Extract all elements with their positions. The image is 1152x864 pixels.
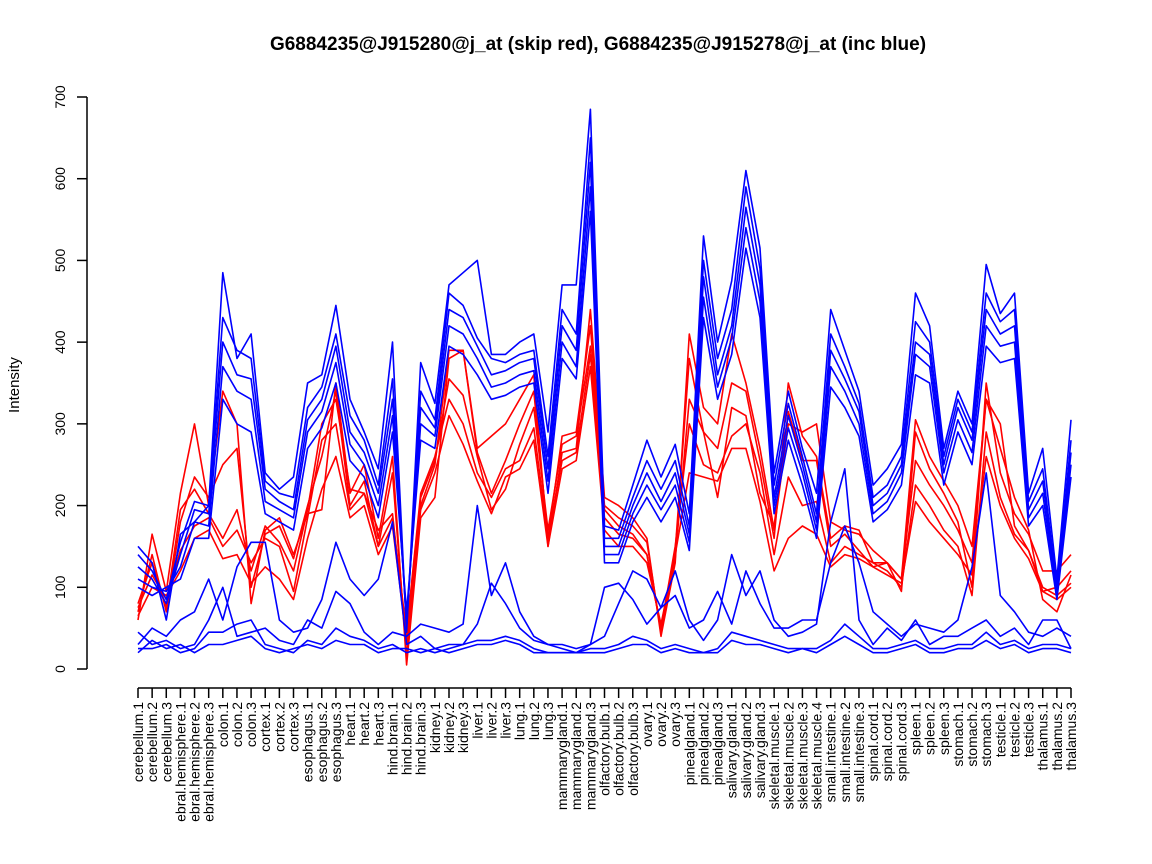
x-tick-label: spleen.2	[922, 702, 938, 755]
x-tick-label: cortex.2	[271, 702, 287, 752]
x-tick-label: pinealgland.3	[710, 702, 726, 786]
x-tick-label: testicle.2	[1006, 702, 1022, 757]
x-tick-label: ebral.hemisphere.3	[201, 702, 217, 822]
y-tick-label: 700	[52, 85, 68, 109]
x-tick-label: lung.1	[512, 702, 528, 740]
x-tick-label: hind.brain.3	[413, 702, 429, 775]
x-tick-label: spinal.cord.3	[893, 702, 909, 782]
x-tick-label: small.intestine.1	[823, 702, 839, 803]
x-tick-label: pinealgland.1	[681, 702, 697, 786]
x-tick-label: pinealgland.2	[695, 702, 711, 786]
x-tick-label: colon.1	[215, 702, 231, 747]
x-tick-label: skeletal.muscle.4	[809, 702, 825, 810]
x-tick-label: skeletal.muscle.1	[766, 702, 782, 810]
y-axis: 0 100 200 300 400 500 600 700	[52, 85, 88, 673]
x-tick-label: thalamus.3	[1063, 702, 1079, 771]
y-tick-label: 300	[52, 412, 68, 436]
x-tick-label: ebral.hemisphere.2	[187, 702, 203, 822]
x-tick-label: stomach.3	[978, 702, 994, 767]
x-tick-label: cerebellum.1	[130, 702, 146, 782]
x-tick-label: lung.2	[526, 702, 542, 740]
x-tick-label: small.intestine.3	[851, 702, 867, 803]
x-axis: cerebellum.1cerebellum.2cerebellum.3ebra…	[130, 687, 1079, 822]
x-tick-label: kidney.3	[455, 702, 471, 753]
x-tick-label: stomach.2	[964, 702, 980, 767]
x-tick-label: liver.3	[498, 702, 514, 739]
series-layer	[137, 108, 1072, 666]
x-tick-label: colon.3	[243, 702, 259, 747]
y-axis-label: Intensity	[6, 357, 23, 413]
y-tick-label: 100	[52, 575, 68, 599]
x-tick-label: spleen.1	[908, 702, 924, 755]
x-tick-label: olfactory.bulb.2	[611, 702, 627, 796]
series-line-inc-8	[138, 619, 1072, 654]
x-tick-label: thalamus.2	[1049, 702, 1065, 771]
x-tick-label: salivary.gland.3	[752, 702, 768, 798]
x-tick-label: salivary.gland.2	[738, 702, 754, 798]
y-tick-label: 500	[52, 249, 68, 273]
x-tick-label: lung.3	[540, 702, 556, 740]
x-tick-label: cortex.1	[257, 702, 273, 752]
x-tick-label: skeletal.muscle.3	[794, 702, 810, 810]
x-tick-label: testicle.3	[1021, 702, 1037, 757]
x-tick-label: heart.1	[342, 702, 358, 746]
chart-title: G6884235@J915280@j_at (skip red), G68842…	[270, 34, 926, 55]
y-tick-label: 400	[52, 330, 68, 354]
x-tick-label: small.intestine.2	[837, 702, 853, 803]
x-tick-label: heart.2	[356, 702, 372, 746]
x-tick-label: ovary.3	[667, 702, 683, 747]
x-tick-label: kidney.1	[427, 702, 443, 753]
series-line-inc-6	[137, 467, 1072, 650]
x-tick-label: mammarygland.2	[568, 702, 584, 810]
x-tick-label: hind.brain.1	[384, 702, 400, 775]
x-tick-label: liver.2	[483, 702, 499, 739]
series-line-inc-9	[137, 635, 1072, 654]
x-tick-label: mammarygland.3	[582, 702, 598, 810]
series-line-inc-5	[137, 210, 1072, 613]
x-tick-label: cerebellum.2	[144, 702, 160, 782]
x-tick-label: liver.1	[469, 702, 485, 739]
x-tick-label: spleen.3	[936, 702, 952, 755]
x-tick-label: kidney.2	[441, 702, 457, 753]
x-tick-label: ovary.2	[653, 702, 669, 747]
x-tick-label: ebral.hemisphere.1	[172, 702, 188, 822]
x-tick-label: thalamus.1	[1035, 702, 1051, 771]
series-line-inc-7	[137, 472, 1072, 654]
y-tick-label: 0	[52, 665, 68, 673]
x-tick-label: cortex.3	[286, 702, 302, 752]
x-tick-label: colon.2	[229, 702, 245, 747]
x-tick-label: olfactory.bulb.3	[625, 702, 641, 796]
x-tick-label: testicle.1	[992, 702, 1008, 757]
x-tick-label: esophagus.2	[314, 702, 330, 782]
x-tick-label: salivary.gland.1	[724, 702, 740, 798]
y-tick-label: 600	[52, 167, 68, 191]
x-tick-label: ovary.1	[639, 702, 655, 747]
x-tick-label: mammarygland.1	[554, 702, 570, 810]
x-tick-label: cerebellum.3	[158, 702, 174, 782]
x-tick-label: hind.brain.2	[399, 702, 415, 775]
x-tick-label: spinal.cord.1	[865, 702, 881, 782]
x-tick-label: stomach.1	[950, 702, 966, 767]
x-tick-label: spinal.cord.2	[879, 702, 895, 782]
x-tick-label: skeletal.muscle.2	[780, 702, 796, 810]
y-tick-label: 200	[52, 494, 68, 518]
x-tick-label: esophagus.1	[300, 702, 316, 782]
x-tick-label: olfactory.bulb.1	[597, 702, 613, 796]
x-tick-label: esophagus.3	[328, 702, 344, 782]
x-tick-label: heart.3	[370, 702, 386, 746]
